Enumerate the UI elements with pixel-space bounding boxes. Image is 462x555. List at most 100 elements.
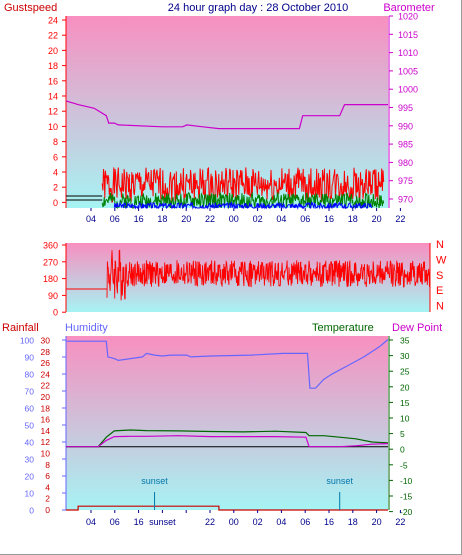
- rainfall-tick-label: 8: [45, 460, 50, 470]
- time-tick-label: 02: [253, 214, 263, 224]
- barometer-tick-label: 995: [398, 103, 413, 113]
- page-title: 24 hour graph day : 28 October 2010: [168, 2, 348, 14]
- rainfall-tick-label: 16: [41, 415, 51, 425]
- rainfall-tick-label: 24: [41, 369, 51, 379]
- rainfall-tick-label: 4: [45, 482, 50, 492]
- temperature-tick-label: -15: [400, 492, 413, 502]
- humidity-tick-label: 40: [25, 438, 35, 448]
- gust-tick-label: 0: [53, 198, 58, 208]
- temperature-tick-label: 30: [400, 351, 410, 361]
- barometer-tick-label: 970: [398, 195, 413, 205]
- gust-tick-label: 24: [48, 16, 58, 26]
- barometer-tick-label: 990: [398, 121, 413, 131]
- humidity-tick-label: 0: [29, 506, 34, 516]
- rainfall-tick-label: 22: [41, 381, 51, 391]
- wind-direction-line: [106, 249, 431, 301]
- humidity-tick-label: 70: [25, 387, 35, 397]
- dewpoint-axis-label: Dew Point: [392, 322, 442, 334]
- time-tick-label: 16: [134, 517, 144, 527]
- compass-label: N: [436, 239, 444, 251]
- barometer-axis-label: Barometer: [383, 2, 435, 14]
- time-tick-label: 20: [372, 214, 382, 224]
- barometer-tick-label: 985: [398, 140, 413, 150]
- humidity-tick-label: 10: [25, 489, 35, 499]
- compass-label: N: [436, 301, 444, 313]
- temperature-tick-label: -5: [400, 460, 408, 470]
- humidity-tick-label: 50: [25, 421, 35, 431]
- temperature-line: [66, 429, 389, 448]
- sunset-annotation: sunset: [326, 476, 353, 486]
- wind-speed-line: [113, 200, 373, 210]
- barometer-tick-label: 980: [398, 158, 413, 168]
- humidity-tick-label: 100: [20, 336, 34, 346]
- gust-tick-label: 14: [48, 92, 58, 102]
- time-tick-label: 22: [395, 517, 405, 527]
- barometer-line: [65, 100, 388, 130]
- gust-tick-label: 4: [53, 168, 58, 178]
- compass-label: E: [436, 285, 443, 297]
- direction-tick-labels: 360 270 180 90 0: [43, 241, 66, 318]
- gust-tick-label: 18: [48, 61, 58, 71]
- rainfall-line: [66, 505, 388, 511]
- barometer-tick-label: 1015: [398, 30, 418, 40]
- time-tick-label: 00: [229, 517, 239, 527]
- humidity-tick-label: 60: [25, 404, 35, 414]
- wind-pressure-series: [65, 100, 388, 210]
- time-tick-label: 06: [110, 517, 120, 527]
- direction-tick-label: 270: [43, 257, 58, 267]
- humidity-tick-label: 80: [25, 370, 35, 380]
- direction-tick-label: 0: [53, 308, 58, 318]
- compass-label: W: [436, 254, 447, 266]
- temperature-tick-label: -10: [400, 476, 413, 486]
- temperature-tick-label: 35: [400, 336, 410, 346]
- barometer-tick-label: 1020: [398, 12, 418, 22]
- time-tick-label: 20: [181, 214, 191, 224]
- temperature-tick-label: 25: [400, 367, 410, 377]
- humidity-tick-label: 90: [25, 353, 35, 363]
- wind-speed-line: [101, 166, 385, 204]
- gust-tick-label: 2: [53, 183, 58, 193]
- temperature-tick-labels: 35 30 25 20 15 10 5 0 -5 -10 -15 -20: [389, 336, 413, 517]
- gust-tick-label: 20: [48, 46, 58, 56]
- time-tick-label: 00: [229, 214, 239, 224]
- rainfall-tick-label: 0: [45, 505, 50, 515]
- time-tick-label: 04: [276, 214, 286, 224]
- time-tick-label: 16: [324, 214, 334, 224]
- time-tick-label: 22: [205, 214, 215, 224]
- rainfall-tick-label: 30: [41, 336, 51, 346]
- temperature-tick-label: 5: [400, 429, 405, 439]
- time-tick-labels-bottom: 04 06 16 sunset 22 00 02 04 06 16 18 20 22: [86, 510, 405, 527]
- barometer-tick-label: 975: [398, 176, 413, 186]
- rainfall-tick-label: 28: [41, 347, 51, 357]
- gustspeed-axis-label: Gustspeed: [4, 2, 57, 14]
- rainfall-tick-label: 26: [41, 358, 51, 368]
- temperature-tick-label: 10: [400, 414, 410, 424]
- time-tick-label: 18: [348, 517, 358, 527]
- rainfall-tick-label: 12: [41, 437, 51, 447]
- time-tick-label: 06: [110, 214, 120, 224]
- temperature-tick-label: 0: [400, 445, 405, 455]
- direction-tick-label: 360: [43, 241, 58, 251]
- time-tick-label: 22: [205, 517, 215, 527]
- rainfall-tick-label: 18: [41, 403, 51, 413]
- humidity-tick-label: 20: [25, 472, 35, 482]
- temperature-tick-label: 20: [400, 382, 410, 392]
- time-tick-label: 04: [86, 214, 96, 224]
- compass-label: S: [436, 270, 443, 282]
- temp-humidity-plot-area: [66, 336, 388, 510]
- temperature-tick-label: -20: [400, 507, 413, 517]
- direction-tick-label: 180: [43, 274, 58, 284]
- time-tick-label: 22: [395, 214, 405, 224]
- dewpoint-line: [66, 435, 389, 448]
- time-tick-label: 16: [324, 517, 334, 527]
- barometer-tick-labels: 1020 1015 1010 1005 1000 995 990 985 980 975 970: [389, 12, 418, 205]
- rainfall-tick-label: 6: [45, 471, 50, 481]
- time-tick-label: sunset: [149, 517, 176, 527]
- sunset-annotation: sunset: [141, 476, 168, 486]
- gust-tick-label: 12: [48, 107, 58, 117]
- humidity-axis-label: Humidity: [65, 322, 108, 334]
- rainfall-tick-label: 2: [45, 494, 50, 504]
- temperature-axis-label: Temperature: [312, 322, 374, 334]
